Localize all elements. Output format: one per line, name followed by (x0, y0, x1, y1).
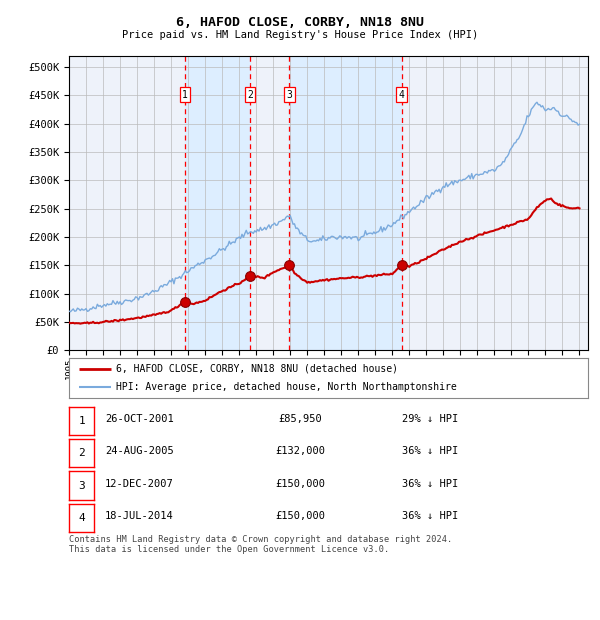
Text: Contains HM Land Registry data © Crown copyright and database right 2024.
This d: Contains HM Land Registry data © Crown c… (69, 535, 452, 554)
Text: 3: 3 (286, 90, 292, 100)
Text: £150,000: £150,000 (275, 479, 325, 489)
Text: 2: 2 (247, 90, 253, 100)
Text: 24-AUG-2005: 24-AUG-2005 (105, 446, 174, 456)
Bar (185, 56, 250, 350)
Text: £85,950: £85,950 (278, 414, 322, 424)
Text: 6, HAFOD CLOSE, CORBY, NN18 8NU: 6, HAFOD CLOSE, CORBY, NN18 8NU (176, 16, 424, 29)
Text: 29% ↓ HPI: 29% ↓ HPI (402, 414, 458, 424)
Text: 18-JUL-2014: 18-JUL-2014 (105, 511, 174, 521)
Bar (289, 56, 401, 350)
Text: 1: 1 (182, 90, 188, 100)
Text: £150,000: £150,000 (275, 511, 325, 521)
Text: 1: 1 (78, 416, 85, 426)
Text: 3: 3 (78, 480, 85, 490)
Text: HPI: Average price, detached house, North Northamptonshire: HPI: Average price, detached house, Nort… (116, 382, 457, 392)
Text: 12-DEC-2007: 12-DEC-2007 (105, 479, 174, 489)
Text: Price paid vs. HM Land Registry's House Price Index (HPI): Price paid vs. HM Land Registry's House … (122, 30, 478, 40)
Text: 4: 4 (398, 90, 404, 100)
Text: 36% ↓ HPI: 36% ↓ HPI (402, 479, 458, 489)
Text: 36% ↓ HPI: 36% ↓ HPI (402, 446, 458, 456)
Text: 36% ↓ HPI: 36% ↓ HPI (402, 511, 458, 521)
Text: £132,000: £132,000 (275, 446, 325, 456)
Text: 6, HAFOD CLOSE, CORBY, NN18 8NU (detached house): 6, HAFOD CLOSE, CORBY, NN18 8NU (detache… (116, 363, 398, 374)
Text: 2: 2 (78, 448, 85, 458)
Text: 26-OCT-2001: 26-OCT-2001 (105, 414, 174, 424)
Text: 4: 4 (78, 513, 85, 523)
